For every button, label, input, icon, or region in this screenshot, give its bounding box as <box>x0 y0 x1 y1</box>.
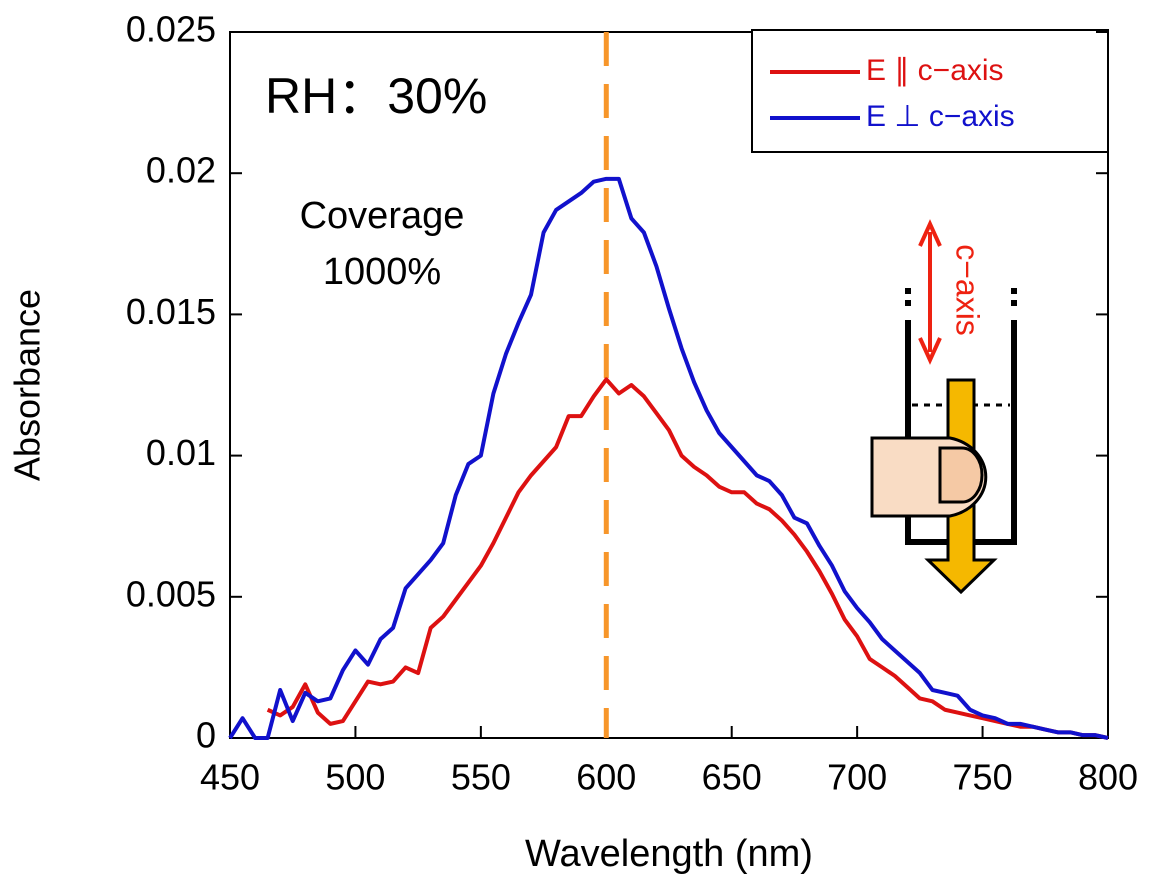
legend-box <box>751 29 1109 153</box>
x-tick-label: 600 <box>576 757 636 798</box>
inset-diagram <box>870 219 1017 595</box>
legend-label: E ⊥ c−axis <box>866 100 1015 133</box>
x-axis-label: Wavelength (nm) <box>525 833 813 875</box>
plot-frame <box>229 31 1109 739</box>
y-tick-label: 0.02 <box>146 150 216 191</box>
annotation: 1000% <box>323 251 441 293</box>
y-tick-label: 0.01 <box>146 432 216 473</box>
annotation: Coverage <box>300 195 465 237</box>
y-tick-label: 0 <box>196 715 216 756</box>
x-tick-label: 450 <box>200 757 260 798</box>
legend-label: E ∥ c−axis <box>866 54 1004 87</box>
x-tick-label: 800 <box>1078 757 1138 798</box>
y-tick-label: 0.015 <box>126 291 216 332</box>
y-axis-label: Absorbance <box>7 289 48 481</box>
x-tick-label: 650 <box>702 757 762 798</box>
x-tick-label: 700 <box>827 757 887 798</box>
inset-label: c−axis <box>950 244 986 336</box>
x-tick-label: 500 <box>325 757 385 798</box>
x-tick-label: 750 <box>953 757 1013 798</box>
series-line <box>228 176 1109 740</box>
series-line <box>266 377 1109 740</box>
y-tick-label: 0.005 <box>126 573 216 614</box>
y-tick-label: 0.025 <box>126 9 216 50</box>
annotation: RH：30% <box>265 68 487 124</box>
x-tick-label: 550 <box>451 757 511 798</box>
